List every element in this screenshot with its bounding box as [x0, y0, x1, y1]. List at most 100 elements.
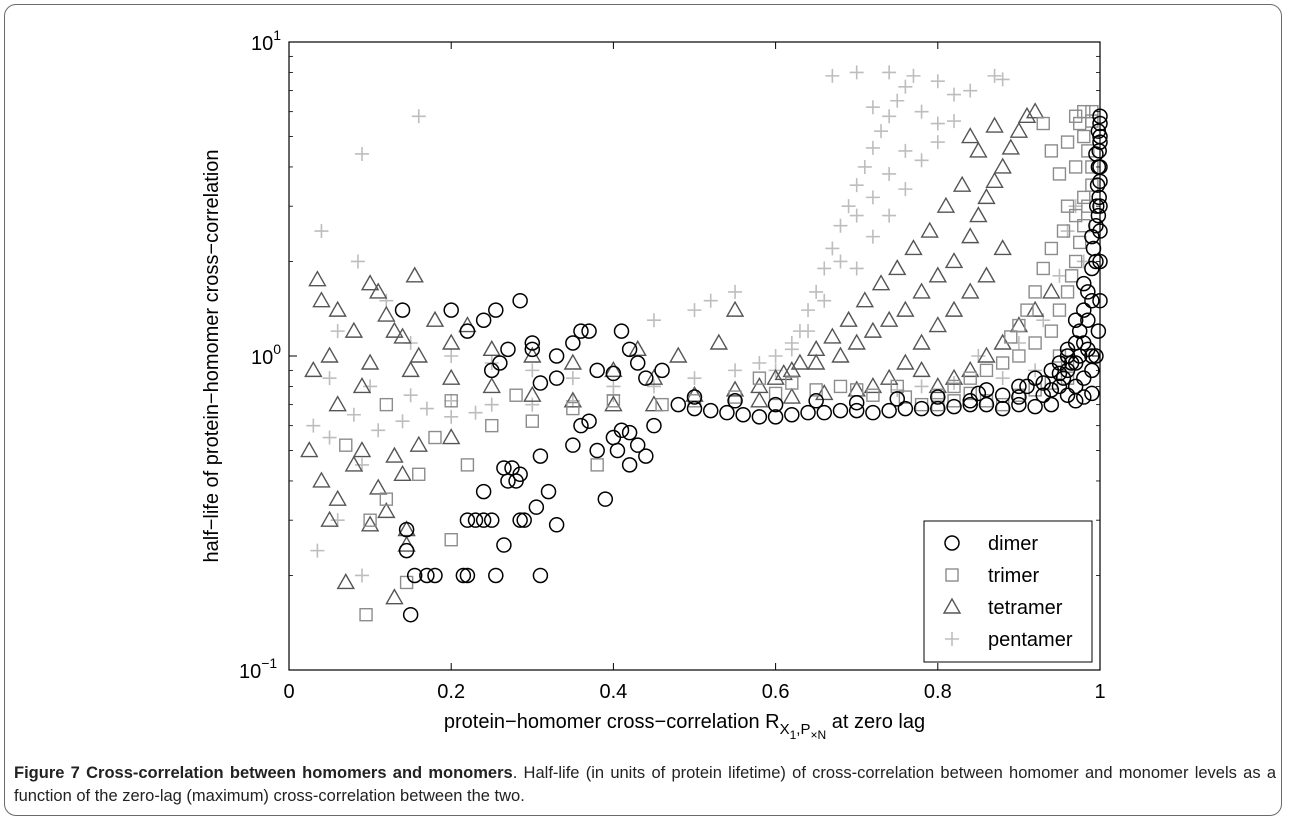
legend-marker-tetramer — [942, 597, 962, 614]
tetramer-point — [839, 310, 858, 327]
series-pentamer — [306, 65, 1091, 583]
trimer-point — [1056, 224, 1071, 238]
tetramer-point — [393, 327, 412, 344]
pentamer-point — [525, 397, 540, 412]
tetramer-point — [669, 346, 688, 363]
data-points — [300, 65, 1108, 623]
dimer-point — [1067, 393, 1084, 409]
dimer-point — [524, 335, 541, 351]
trimer-point — [412, 467, 426, 481]
tetramer-point — [344, 321, 364, 338]
dimer-point — [467, 512, 484, 528]
dimer-point — [629, 437, 646, 453]
pentamer-point — [444, 409, 459, 424]
legend-label-pentamer: pentamer — [988, 629, 1073, 651]
x-axis-label: protein−homomer cross−correlation RX1,P×… — [444, 711, 925, 742]
pentamer-point — [363, 379, 378, 394]
tetramer-point — [961, 282, 980, 299]
dimer-point — [398, 521, 415, 538]
tetramer-point — [725, 380, 745, 397]
dimer-point — [1091, 189, 1107, 206]
tetramer-point — [985, 171, 1004, 189]
trimer-point — [1077, 218, 1091, 233]
tetramer-point — [393, 464, 412, 481]
dimer-point — [605, 429, 622, 446]
tetramer-point — [320, 346, 339, 363]
dimer-point — [427, 567, 443, 584]
pentamer-point — [350, 254, 365, 269]
trimer-point — [460, 458, 475, 472]
pentamer-point — [444, 393, 459, 408]
dimer-point — [686, 400, 703, 417]
dimer-point — [589, 442, 605, 459]
pentamer-point — [395, 414, 410, 429]
trimer-point — [1077, 104, 1091, 119]
dimer-point — [808, 393, 824, 409]
pentamer-point — [817, 261, 832, 276]
dimer-point — [532, 375, 549, 391]
tetramer-point — [312, 291, 331, 308]
trimer-point — [809, 383, 823, 397]
dimer-point — [565, 437, 581, 453]
tetramer-point — [936, 196, 956, 213]
dimer-point — [1076, 370, 1092, 386]
dimer-point — [573, 323, 589, 339]
pentamer-point — [687, 371, 702, 386]
dimer-point — [597, 491, 614, 507]
trimer-point — [914, 397, 929, 412]
tetramer-point — [863, 321, 883, 338]
tetramer-point — [360, 515, 380, 532]
dimer-point — [1063, 355, 1080, 371]
tetramer-point — [985, 116, 1004, 133]
dimer-point — [589, 362, 605, 379]
tetramer-point — [961, 360, 980, 378]
dimer-point — [573, 417, 589, 434]
pentamer-point — [411, 109, 426, 124]
tetramer-point — [352, 441, 372, 458]
tetramer-point — [385, 588, 404, 605]
dimer-point — [613, 323, 630, 339]
pentamer-point — [849, 65, 864, 80]
dimer-point — [488, 302, 504, 318]
trimer-point — [1077, 129, 1091, 144]
pentamer-point — [825, 68, 840, 83]
tetramer-point — [912, 333, 931, 350]
pentamer-point — [687, 303, 702, 318]
axis-ticks: 0 0.2 0.4 0.6 0.8 1 10−1 100 101 — [239, 27, 1106, 703]
pentamer-point — [703, 293, 718, 308]
dimer-point — [930, 389, 946, 405]
pentamer-point — [882, 166, 897, 181]
pentamer-point — [987, 68, 1002, 83]
trimer-point — [768, 386, 783, 401]
tetramer-point — [1009, 121, 1029, 138]
y-axis-label: half−life of protein−homomer cross−corre… — [201, 150, 223, 563]
trimer-point — [866, 388, 880, 402]
dimer-point — [548, 517, 565, 533]
dimer-point — [946, 398, 962, 415]
series-dimer — [394, 108, 1108, 623]
trimer-point — [1044, 324, 1059, 338]
trimer-point — [444, 394, 458, 408]
tetramer-point — [304, 360, 323, 378]
tetramer-point — [352, 377, 372, 394]
dimer-point — [889, 391, 905, 407]
pentamer-point — [898, 143, 913, 158]
tetramer-point — [644, 395, 664, 412]
tetramer-point — [920, 221, 939, 238]
trimer-point — [1012, 318, 1026, 333]
legend-marker-pentamer — [945, 632, 959, 646]
pentamer-point — [930, 74, 945, 89]
trimer-point — [1068, 160, 1083, 174]
trimer-point — [485, 418, 499, 433]
dimer-point — [719, 404, 735, 421]
tetramer-point — [977, 266, 996, 283]
pentamer-point — [468, 405, 483, 420]
dimer-point — [512, 292, 528, 309]
dimer-point — [1076, 275, 1092, 292]
tetramer-point — [944, 300, 964, 317]
dimer-point — [1089, 177, 1106, 193]
tetramer-point — [441, 333, 461, 350]
pentamer-point — [947, 376, 962, 391]
trimer-point — [1036, 116, 1050, 131]
dimer-point — [524, 341, 541, 358]
